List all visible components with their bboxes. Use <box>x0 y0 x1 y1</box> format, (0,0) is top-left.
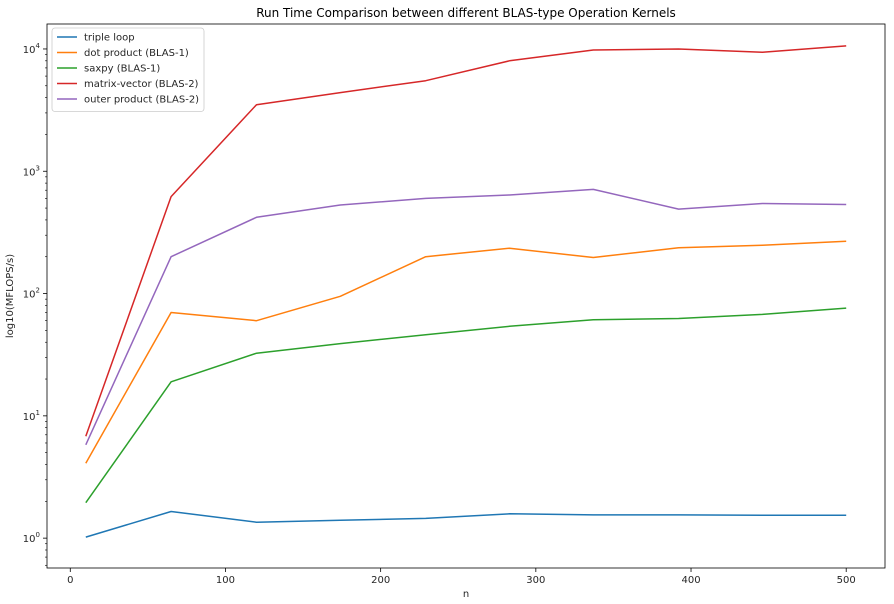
y-tick-label: 104 <box>23 42 41 56</box>
legend-label: outer product (BLAS-2) <box>84 95 199 106</box>
y-tick-base: 10 <box>23 534 36 545</box>
y-tick-exponent: 2 <box>36 287 40 295</box>
x-tick-label: 400 <box>681 575 700 586</box>
x-tick-label: 200 <box>371 575 390 586</box>
series-line-0 <box>85 510 847 538</box>
y-tick-label: 100 <box>23 531 40 545</box>
plot-frame <box>46 23 886 569</box>
legend-label: triple loop <box>84 33 135 44</box>
chart-title: Run Time Comparison between different BL… <box>256 6 676 20</box>
y-tick-base: 10 <box>23 290 36 301</box>
legend: triple loop dot product (BLAS-1) saxpy (BL… <box>51 27 205 112</box>
x-tick-label: 300 <box>526 575 545 586</box>
x-axis: 0 100 200 300 400 500 <box>67 568 856 586</box>
legend-label: matrix-vector (BLAS-2) <box>84 79 199 90</box>
series-line-1 <box>85 240 847 464</box>
y-tick-label: 101 <box>23 409 40 423</box>
y-tick-base: 10 <box>23 412 36 423</box>
legend-label: saxpy (BLAS-1) <box>84 64 160 75</box>
series-line-2 <box>85 307 847 504</box>
series-layer <box>85 45 847 538</box>
y-tick-base: 10 <box>23 167 36 178</box>
y-axis-label: log10(MFLOPS/s) <box>5 254 16 338</box>
x-tick-label: 0 <box>67 575 73 586</box>
y-tick-exponent: 1 <box>36 409 40 417</box>
y-tick-exponent: 3 <box>36 164 40 172</box>
legend-label: dot product (BLAS-1) <box>84 48 189 59</box>
series-line-4 <box>85 188 847 446</box>
x-tick-label: 100 <box>216 575 235 586</box>
y-tick-exponent: 0 <box>36 531 40 539</box>
legend-box <box>51 27 205 112</box>
series-line-3 <box>85 45 847 437</box>
x-axis-label: n <box>463 589 469 600</box>
y-tick-exponent: 4 <box>36 42 41 50</box>
y-tick-label: 102 <box>23 287 40 301</box>
x-tick-label: 500 <box>837 575 856 586</box>
y-tick-base: 10 <box>23 45 36 56</box>
y-tick-label: 103 <box>23 164 40 178</box>
